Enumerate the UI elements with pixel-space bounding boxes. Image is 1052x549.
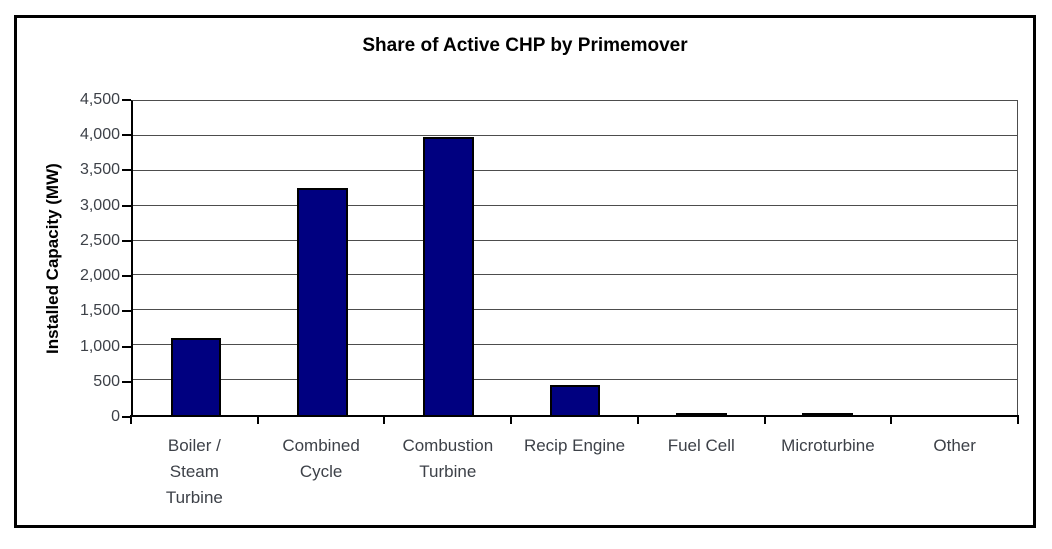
bar-cell — [133, 101, 259, 415]
y-tick-label: 1,500 — [79, 302, 120, 320]
category-label: Boiler / Steam Turbine — [165, 436, 223, 507]
x-tick-mark — [763, 415, 766, 424]
bar — [802, 412, 853, 415]
gridline — [133, 204, 1017, 206]
gridline — [133, 379, 1017, 381]
x-tick-mark — [510, 415, 513, 424]
chart-title: Share of Active CHP by Primemover — [362, 35, 688, 56]
y-tick-mark — [122, 275, 131, 278]
category-label: Combined Cycle — [282, 436, 360, 481]
y-tick-label: 3,000 — [79, 196, 120, 214]
x-axis-labels: Boiler / Steam Turbine Combined Cycle Comb… — [131, 433, 1018, 511]
x-tick-mark — [636, 415, 639, 424]
category-label: Recip Engine — [523, 436, 626, 455]
gridline — [133, 344, 1017, 346]
category-label: Other — [933, 436, 976, 455]
bar-cell — [386, 101, 512, 415]
gridline — [133, 309, 1017, 311]
plot-area — [131, 100, 1018, 417]
y-tick-mark — [122, 204, 131, 207]
bar — [549, 385, 601, 415]
x-tick-mark — [130, 415, 132, 424]
gridline — [133, 134, 1017, 136]
y-tick-mark — [122, 134, 131, 137]
x-tick-mark — [890, 415, 893, 424]
bar-cell — [764, 101, 890, 415]
bar — [676, 412, 727, 415]
bar-cell — [638, 101, 764, 415]
bar-cell — [891, 101, 1017, 415]
y-tick-mark — [122, 310, 131, 313]
y-axis-tick-labels: 0 500 1,000 1,500 2,000 2,500 3,000 3,500 4,000 4… — [0, 91, 120, 425]
category-label: Fuel Cell — [667, 436, 735, 455]
bars-container — [133, 101, 1017, 415]
y-tick-mark — [122, 345, 131, 348]
y-tick-label: 2,000 — [79, 267, 120, 285]
y-axis-ticks — [122, 99, 131, 418]
gridline — [133, 169, 1017, 171]
y-tick-label: 500 — [93, 372, 120, 390]
bar — [297, 188, 348, 415]
x-tick-mark — [256, 415, 259, 424]
y-tick-label: 0 — [111, 408, 120, 425]
bar-cell — [512, 101, 638, 415]
y-tick-label: 2,500 — [79, 231, 120, 249]
y-tick-label: 3,500 — [79, 161, 120, 179]
x-tick-mark — [383, 415, 386, 424]
y-tick-mark — [122, 99, 131, 101]
x-axis-ticks — [130, 415, 1019, 424]
x-tick-mark — [1017, 415, 1019, 424]
category-label: Microturbine — [781, 436, 875, 455]
bar-cell — [259, 101, 385, 415]
y-tick-mark — [122, 169, 131, 172]
gridline — [133, 274, 1017, 276]
y-tick-label: 4,500 — [79, 91, 120, 108]
bar — [423, 136, 474, 415]
y-tick-mark — [122, 380, 131, 383]
y-tick-label: 1,000 — [79, 337, 120, 355]
y-tick-label: 4,000 — [79, 126, 120, 144]
category-label: Combustion Turbine — [402, 436, 494, 481]
gridline — [133, 239, 1017, 241]
y-tick-mark — [122, 239, 131, 242]
bar — [170, 338, 222, 415]
y-tick-mark — [122, 416, 131, 418]
